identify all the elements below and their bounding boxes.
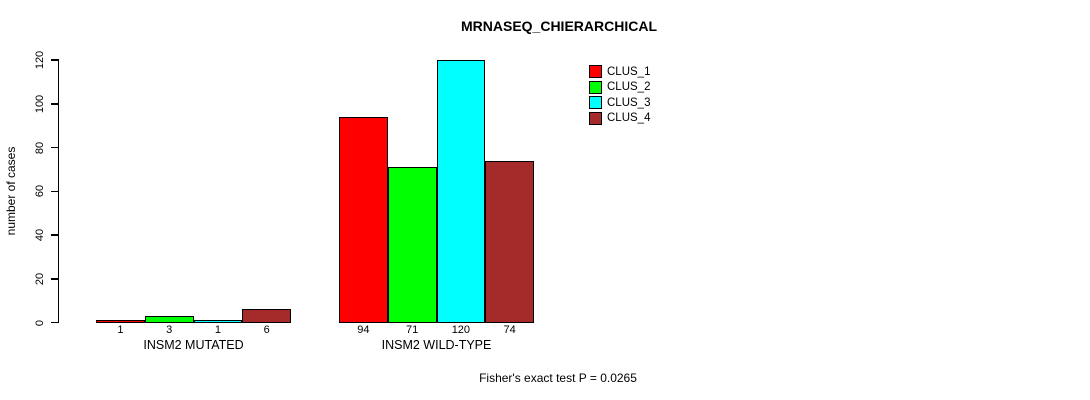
y-tick-label: 80 [34, 141, 46, 154]
bar-value-label: 1 [214, 324, 221, 336]
y-axis-tick [50, 321, 58, 324]
bar-value-label: 6 [263, 324, 270, 336]
legend-label-clus_4: CLUS_4 [607, 112, 651, 124]
legend-label-clus_3: CLUS_3 [607, 96, 651, 109]
legend-swatch-clus_2 [589, 80, 602, 94]
bar-clus_1-mutated [96, 320, 145, 323]
y-axis-line [57, 59, 59, 324]
y-tick-label: 0 [34, 319, 46, 326]
bar-value-label: 3 [166, 324, 173, 336]
y-axis-label: number of cases [4, 146, 18, 236]
bar-value-label: 120 [451, 324, 471, 336]
bar-clus_4-wildtype [485, 160, 534, 323]
y-axis-tick [50, 146, 58, 149]
legend-label-clus_1: CLUS_1 [607, 65, 651, 78]
y-axis-tick [50, 278, 58, 280]
bar-clus_3-wildtype [436, 60, 486, 323]
y-tick-label: 120 [34, 50, 46, 70]
legend-swatch-clus_4 [589, 111, 602, 125]
y-axis-tick [50, 59, 58, 61]
y-axis-tick [50, 103, 58, 105]
bar-clus_2-mutated [144, 315, 194, 323]
x-group-label: INSM2 WILD-TYPE [381, 338, 492, 352]
legend-swatch-clus_1 [589, 65, 602, 78]
y-axis-tick [50, 234, 58, 236]
x-group-label: INSM2 MUTATED [143, 338, 244, 352]
bar-value-label: 94 [357, 324, 370, 336]
bar-clus_1-wildtype [339, 116, 388, 323]
legend-label-clus_2: CLUS_2 [607, 81, 651, 93]
bar-value-label: 1 [117, 324, 124, 336]
legend-swatch-clus_3 [589, 96, 602, 109]
y-tick-label: 100 [34, 94, 46, 113]
bar-value-label: 74 [503, 324, 516, 336]
chart-title: MRNASEQ_CHIERARCHICAL [460, 18, 658, 34]
y-tick-label: 40 [34, 228, 46, 242]
y-tick-label: 60 [34, 185, 46, 198]
y-tick-label: 20 [34, 272, 46, 285]
bar-value-label: 71 [406, 324, 419, 336]
bar-clus_3-mutated [193, 320, 243, 323]
bar-clus_4-mutated [242, 309, 291, 323]
fisher-test-caption: Fisher's exact test P = 0.0265 [479, 371, 637, 385]
y-axis-tick [50, 190, 58, 192]
bar-clus_2-wildtype [387, 167, 437, 323]
